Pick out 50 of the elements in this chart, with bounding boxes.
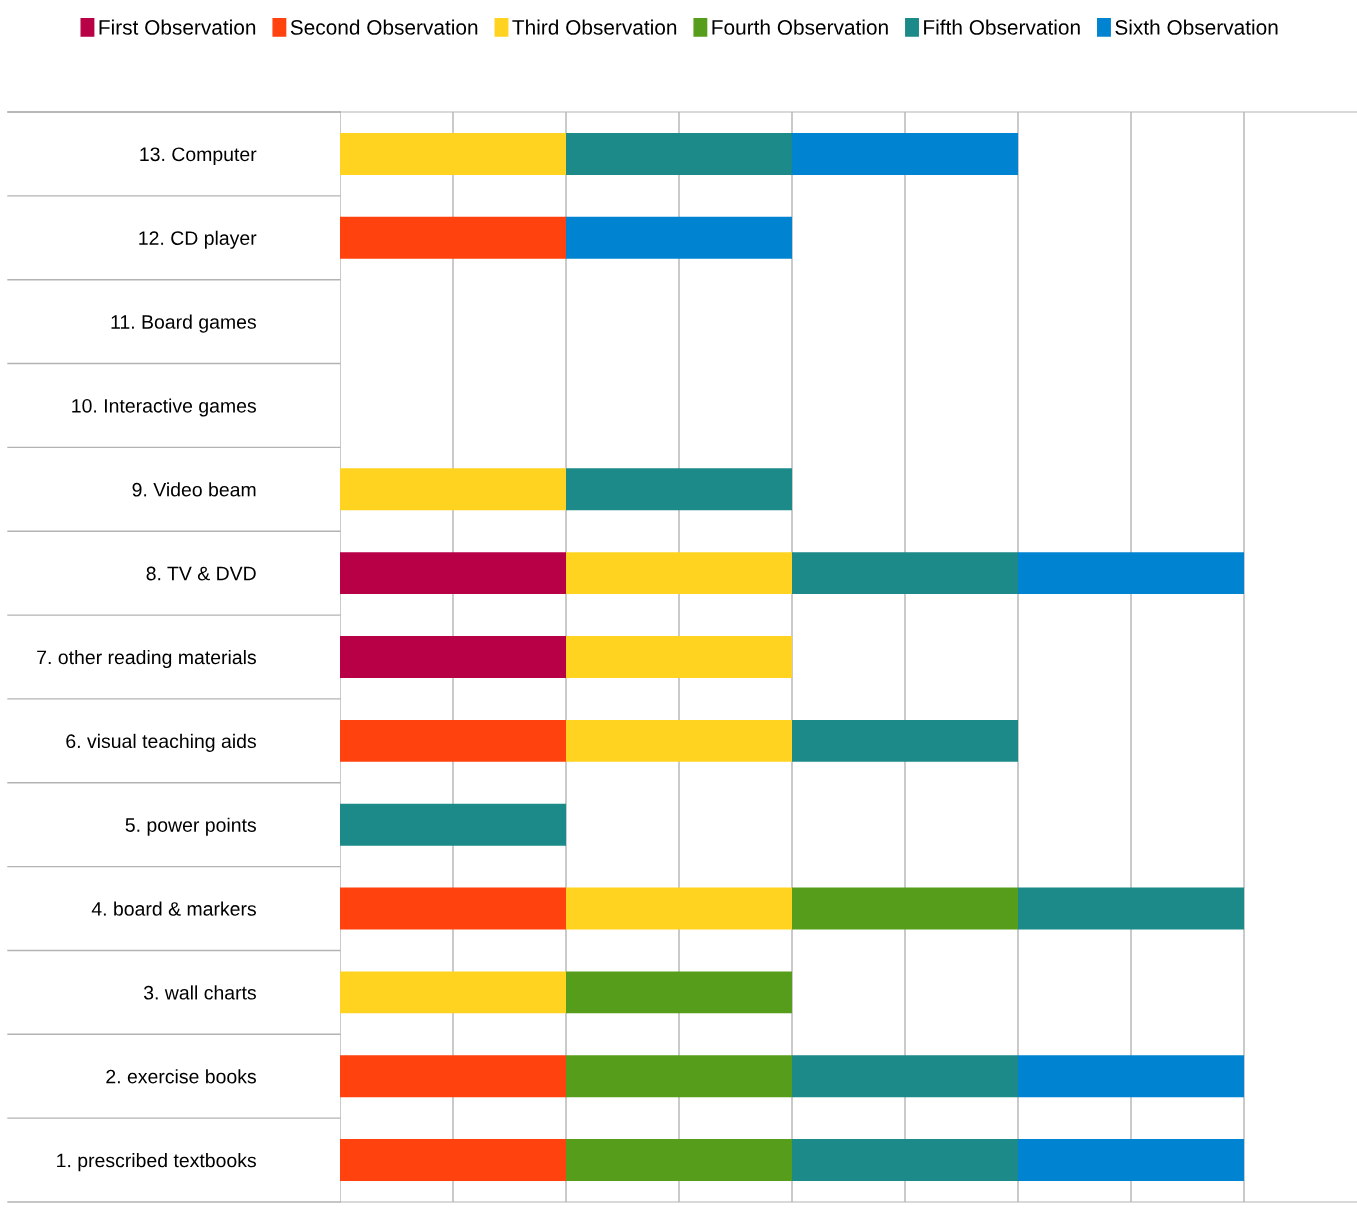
y-tick-label: 3. wall charts <box>143 985 256 1000</box>
bar <box>1018 552 1244 595</box>
bar <box>566 216 792 259</box>
bar <box>792 1139 1018 1182</box>
legend-label: Fifth Observation <box>924 19 1080 35</box>
y-tick-label: 13. Computer <box>140 147 257 165</box>
bar <box>340 1055 566 1098</box>
bar <box>1018 887 1244 930</box>
bar <box>566 552 792 595</box>
bar <box>340 971 566 1014</box>
bar <box>792 552 1018 595</box>
y-tick-label: 11. Board games <box>111 314 256 333</box>
bar <box>566 468 792 511</box>
bar <box>340 132 566 175</box>
bar <box>792 719 1018 762</box>
legend-label: Fourth Observation <box>712 19 888 35</box>
y-tick-label: 8. TV & DVD <box>146 566 256 581</box>
bar <box>566 1055 792 1098</box>
bar <box>340 1139 566 1182</box>
y-tick-label: 2. exercise books <box>106 1069 256 1084</box>
y-tick-label: 12. CD player <box>139 230 257 249</box>
y-tick-label: 6. visual teaching aids <box>66 733 256 752</box>
bar <box>1018 1055 1244 1098</box>
y-tick-label: 7. other reading materials <box>37 649 256 669</box>
y-tick-label: 10. Interactive games <box>72 398 256 417</box>
bar <box>566 1139 792 1182</box>
bar <box>340 803 566 846</box>
y-tick-label: 4. board & markers <box>91 901 256 916</box>
legend-label: Third Observation <box>512 19 677 35</box>
bar <box>340 636 566 678</box>
bar <box>340 216 566 259</box>
y-tick-label: 5. power points <box>125 817 256 836</box>
bar <box>340 887 566 930</box>
bar <box>566 132 792 175</box>
legend-label: Sixth Observation <box>1115 19 1278 35</box>
bar <box>792 1055 1018 1098</box>
legend-label: Second Observation <box>290 19 478 35</box>
bar <box>792 887 1018 930</box>
bar <box>566 971 792 1014</box>
y-tick-label: 9. Video beam <box>132 482 256 497</box>
bar <box>566 887 792 930</box>
bar <box>340 552 566 595</box>
bar <box>340 468 566 511</box>
bar <box>566 719 792 762</box>
bar <box>1018 1139 1244 1182</box>
legend-label: First Observation <box>99 19 256 35</box>
bar <box>340 719 566 762</box>
y-tick-label: 1. prescribed textbooks <box>57 1153 256 1172</box>
bar <box>792 132 1018 175</box>
bar <box>566 636 792 678</box>
